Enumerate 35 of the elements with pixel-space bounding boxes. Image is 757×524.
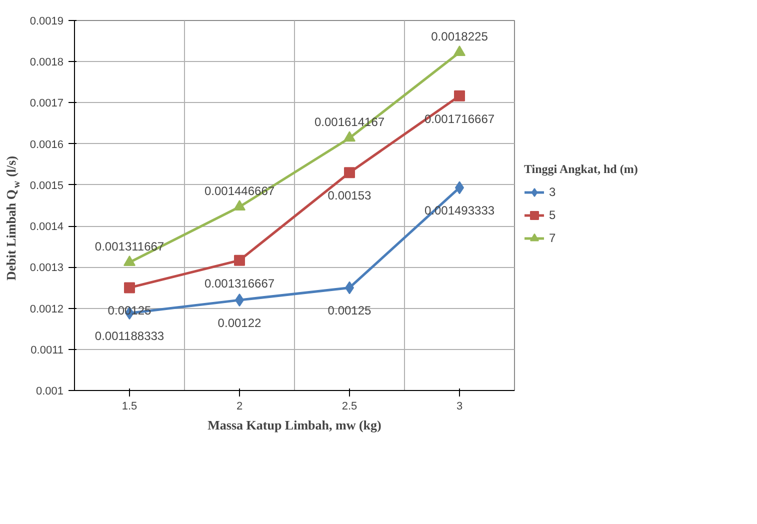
y-tick-label: 0.0014 (30, 221, 64, 234)
legend-label: 7 (549, 231, 557, 245)
y-tick-label: 0.0016 (30, 138, 64, 151)
point (344, 167, 355, 178)
legend-label: 5 (549, 208, 557, 222)
x-axis-title: Massa Katup Limbah, mw (kg) (208, 418, 382, 432)
y-tick-label: 0.0015 (30, 180, 64, 192)
data-label: 0.00125 (328, 304, 372, 318)
point (454, 46, 466, 56)
y-tick-label: 0.0019 (30, 16, 64, 28)
data-label: 0.001316667 (204, 276, 275, 290)
data-label: 0.001716667 (424, 112, 495, 126)
point (234, 200, 246, 211)
data-label: 0.00122 (218, 316, 262, 330)
y-axis-title: Debit Limbah Qw (l/s) (4, 156, 22, 280)
y-tick-label: 0.0013 (30, 262, 64, 274)
data-label: 0.0018225 (431, 29, 488, 44)
point (124, 256, 136, 266)
point (234, 254, 245, 266)
x-tick-label: 3 (456, 400, 463, 412)
data-label: 0.00153 (328, 188, 372, 203)
point (344, 131, 356, 142)
y-tick-label: 0.0018 (30, 56, 64, 69)
x-tick-label: 2 (236, 400, 243, 412)
x-tick-label: 2.5 (342, 400, 358, 412)
point (124, 282, 135, 294)
point (454, 90, 465, 102)
data-label: 0.001188333 (94, 329, 164, 344)
x-tick-label: 1.5 (122, 400, 138, 412)
y-tick-label: 0.001 (36, 386, 64, 398)
y-tick-label: 0.0012 (30, 303, 64, 316)
legend-label: 3 (549, 185, 557, 199)
legend-title: Tinggi Angkat, hd (m) (524, 162, 638, 177)
y-tick-label: 0.0017 (30, 98, 64, 110)
y-tick-label: 0.0011 (30, 344, 64, 356)
